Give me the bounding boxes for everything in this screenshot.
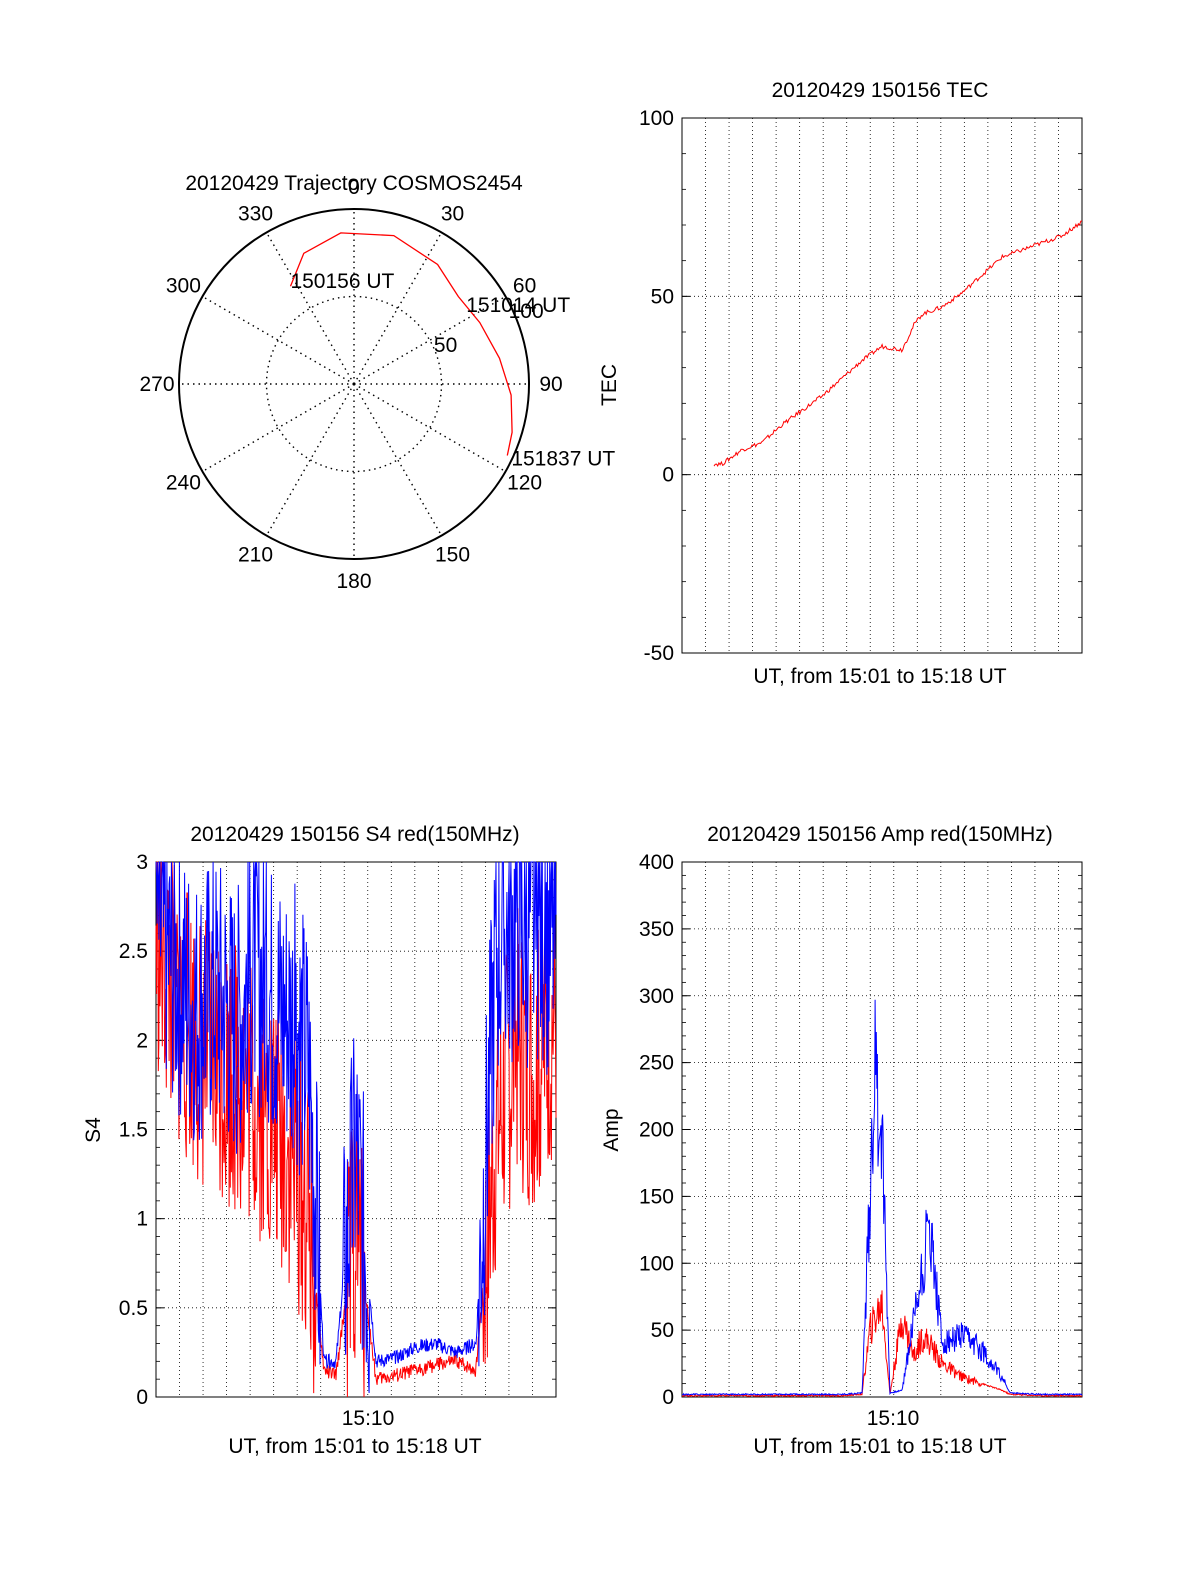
y-tick-label: 50 [651,285,674,308]
y-tick-label: 0 [662,1386,674,1409]
amp-x-tick: 15:10 [867,1407,920,1430]
y-tick-label: 2.5 [119,940,148,963]
blue-series-line [155,861,557,1394]
trajectory-annotation: 151014 UT [466,294,570,317]
s4-chart: 20120429 150156 S4 red(150MHz) 0 0.5 1 1.5 2… [82,823,557,1458]
s4-x-tick: 15:10 [342,1407,395,1430]
y-tick-label: 150 [639,1185,674,1208]
y-tick-label: 100 [639,107,674,130]
y-tick-label: 400 [639,851,674,874]
tec-x-label: UT, from 15:01 to 15:18 UT [753,665,1006,688]
s4-series [155,861,557,1398]
y-tick-label: 0.5 [119,1297,148,1320]
trajectory-line [289,232,513,456]
y-tick-label: 3 [136,851,148,874]
s4-title: 20120429 150156 S4 red(150MHz) [190,823,519,846]
red-series-line [713,220,1083,467]
tec-plot-frame [681,117,1083,654]
tec-title: 20120429 150156 TEC [772,79,989,102]
polar-angle-label: 60 [513,275,536,298]
polar-outer-circle [178,208,530,560]
y-tick-label: 200 [639,1119,674,1142]
polar-angle-label: 0 [348,176,360,199]
y-tick-label: 300 [639,985,674,1008]
s4-y-label: S4 [82,1117,105,1143]
amp-x-label: UT, from 15:01 to 15:18 UT [753,1435,1006,1458]
polar-spoke [265,232,355,385]
y-tick-label: 350 [639,918,674,941]
polar-spoke [353,383,506,473]
y-tick-label: 1.5 [119,1119,148,1142]
polar-angle-label: 270 [139,373,174,396]
polar-angle-label: 240 [166,472,201,495]
polar-angle-label: 300 [166,275,201,298]
y-tick-label: -50 [644,642,674,665]
polar-angle-label: 210 [238,544,273,567]
polar-spoke [265,383,355,536]
amp-y-ticks: 0 50 100 150 200 250 300 350 400 [639,851,1082,1409]
polar-angle-label: 90 [539,373,562,396]
tec-y-label: TEC [598,364,621,406]
trajectory-series [289,232,513,456]
amp-title: 20120429 150156 Amp red(150MHz) [707,823,1053,846]
polar-angle-labels: 0 30 60 90 120 150 180 210 240 270 300 330 [139,176,562,593]
y-tick-label: 100 [639,1252,674,1275]
trajectory-annotation: 151837 UT [511,447,615,470]
red-series-line [681,1290,1083,1398]
trajectory-annotation: 150156 UT [290,270,394,293]
amp-series [681,999,1083,1398]
s4-x-label: UT, from 15:01 to 15:18 UT [228,1435,481,1458]
trajectory-annotations: 150156 UT 151014 UT 151837 UT [290,270,615,470]
polar-radial-label: 100 [509,300,544,323]
polar-ring [265,295,443,473]
y-tick-label: 0 [662,464,674,487]
tec-y-ticks: -50 0 50 100 [639,107,1082,665]
tec-chart: 20120429 150156 TEC -50 0 50 100 TEC UT, fr… [598,79,1083,688]
y-tick-label: 50 [651,1319,674,1342]
polar-angle-label: 30 [441,202,464,225]
trajectory-polar-chart: 20120429 Trajectory COSMOS2454 0 30 60 90 12… [139,172,615,593]
blue-series-line [681,999,1083,1396]
trajectory-title: 20120429 Trajectory COSMOS2454 [185,172,523,195]
polar-angle-label: 180 [336,570,371,593]
y-tick-label: 2 [136,1029,148,1052]
polar-angle-label: 330 [238,202,273,225]
y-tick-label: 1 [136,1208,148,1231]
y-tick-label: 0 [136,1386,148,1409]
polar-angle-label: 120 [507,472,542,495]
polar-radial-label: 50 [434,334,457,357]
tec-grid [682,118,1082,653]
polar-grid [178,208,530,560]
amp-y-label: Amp [600,1108,623,1151]
polar-radial-labels: 50 100 [434,300,544,357]
polar-spoke [202,383,355,473]
polar-angle-label: 150 [435,544,470,567]
tec-series [713,220,1083,467]
y-tick-label: 250 [639,1052,674,1075]
polar-spoke [353,383,443,536]
amp-chart: 20120429 150156 Amp red(150MHz) 0 50 100 15… [600,823,1083,1458]
